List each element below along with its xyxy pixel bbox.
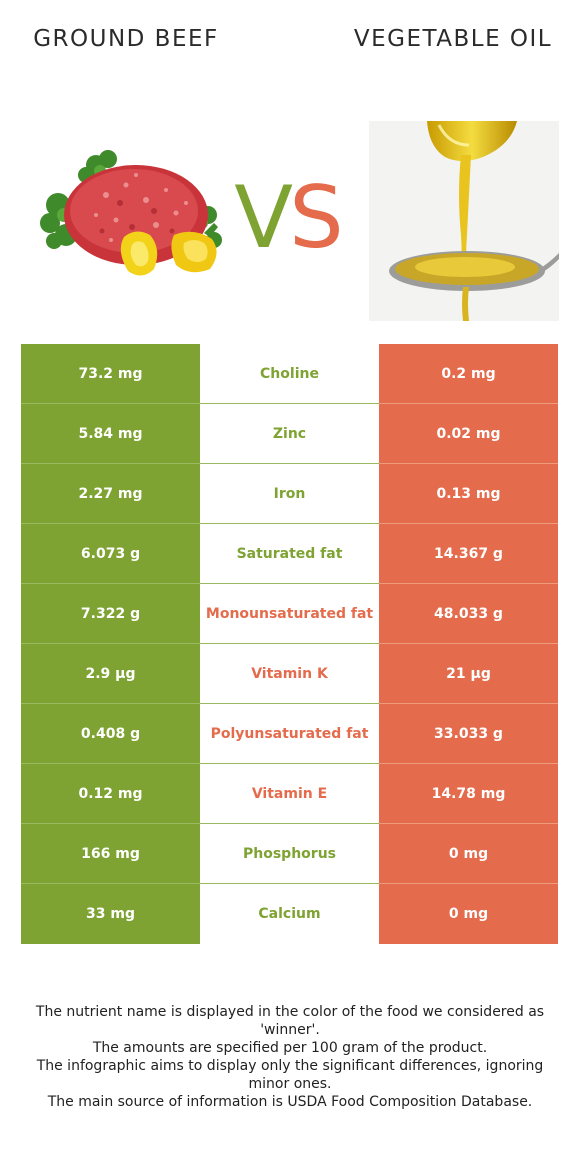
table-row: 166 mg Phosphorus 0 mg (21, 824, 558, 884)
footer-notes: The nutrient name is displayed in the co… (20, 1003, 560, 1111)
right-value-cell: 48.033 g (379, 584, 558, 644)
right-food-title: VEGETABLE OIL (353, 26, 553, 52)
right-value-cell: 14.367 g (379, 524, 558, 584)
left-value-cell: 7.322 g (21, 584, 200, 644)
nutrient-name-cell: Saturated fat (200, 524, 379, 584)
left-value-cell: 73.2 mg (21, 344, 200, 404)
right-value-cell: 0.13 mg (379, 464, 558, 524)
left-value-cell: 166 mg (21, 824, 200, 884)
nutrient-name-cell: Polyunsaturated fat (200, 704, 379, 764)
right-value-cell: 14.78 mg (379, 764, 558, 824)
left-value-cell: 33 mg (21, 884, 200, 944)
nutrient-name-cell: Monounsaturated fat (200, 584, 379, 644)
table-row: 0.12 mg Vitamin E 14.78 mg (21, 764, 558, 824)
right-value-cell: 33.033 g (379, 704, 558, 764)
table-row: 7.322 g Monounsaturated fat 48.033 g (21, 584, 558, 644)
footer-line-source-note: The main source of information is USDA F… (47, 1094, 533, 1110)
nutrient-name-cell: Choline (200, 344, 379, 404)
table-row: 5.84 mg Zinc 0.02 mg (21, 404, 558, 464)
nutrient-name-cell: Zinc (200, 404, 379, 464)
table-row: 6.073 g Saturated fat 14.367 g (21, 524, 558, 584)
left-value-cell: 2.9 µg (21, 644, 200, 704)
vs-s-letter: S (289, 168, 344, 268)
ground-beef-image (40, 150, 222, 276)
right-value-cell: 0 mg (379, 884, 558, 944)
right-value-cell: 0.02 mg (379, 404, 558, 464)
nutrient-name-cell: Phosphorus (200, 824, 379, 884)
right-value-cell: 21 µg (379, 644, 558, 704)
left-value-cell: 0.12 mg (21, 764, 200, 824)
comparison-table: 73.2 mg Choline 0.2 mg 5.84 mg Zinc 0.02 mg 2.… (21, 344, 558, 944)
footer-line-winner-note: The nutrient name is displayed in the co… (35, 1004, 545, 1038)
nutrient-name-cell: Iron (200, 464, 379, 524)
vs-v-letter: V (234, 168, 293, 268)
table-row: 2.9 µg Vitamin K 21 µg (21, 644, 558, 704)
nutrient-name-cell: Vitamin E (200, 764, 379, 824)
left-food-title: GROUND BEEF (33, 26, 219, 52)
table-row: 0.408 g Polyunsaturated fat 33.033 g (21, 704, 558, 764)
left-value-cell: 5.84 mg (21, 404, 200, 464)
right-value-cell: 0.2 mg (379, 344, 558, 404)
footer-line-aim-note: The infographic aims to display only the… (36, 1058, 544, 1092)
nutrient-name-cell: Calcium (200, 884, 379, 944)
table-row: 73.2 mg Choline 0.2 mg (21, 344, 558, 404)
vs-label: VS (222, 168, 352, 268)
table-row: 2.27 mg Iron 0.13 mg (21, 464, 558, 524)
table-row: 33 mg Calcium 0 mg (21, 884, 558, 944)
left-value-cell: 6.073 g (21, 524, 200, 584)
right-value-cell: 0 mg (379, 824, 558, 884)
nutrient-name-cell: Vitamin K (200, 644, 379, 704)
footer-line-amounts-note: The amounts are specified per 100 gram o… (92, 1040, 488, 1056)
left-value-cell: 2.27 mg (21, 464, 200, 524)
left-value-cell: 0.408 g (21, 704, 200, 764)
vegetable-oil-image (369, 121, 559, 321)
